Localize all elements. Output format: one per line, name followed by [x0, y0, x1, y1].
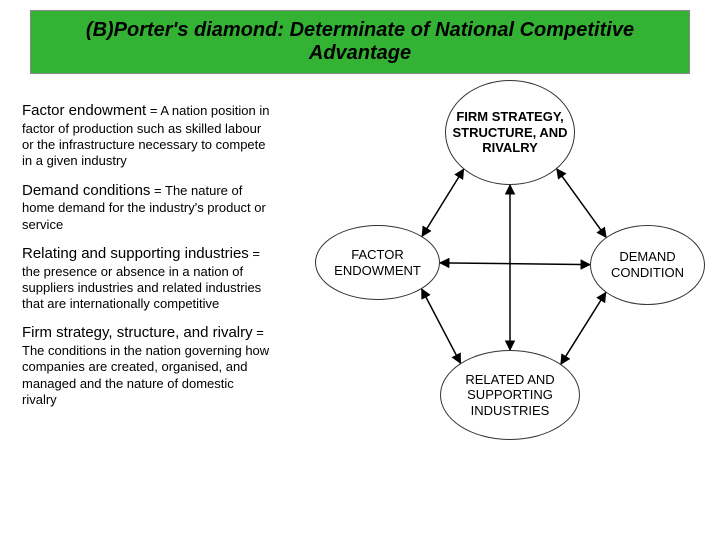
definition-item: Relating and supporting industries = the…	[22, 245, 272, 313]
definition-item: Firm strategy, structure, and rivalry = …	[22, 324, 272, 408]
diagram-edge	[422, 169, 463, 236]
page-title: (B)Porter's diamond: Determinate of Nati…	[30, 10, 690, 74]
porter-diamond-diagram: FIRM STRATEGY, STRUCTURE, AND RIVALRYFAC…	[300, 80, 710, 500]
diagram-node-right: DEMAND CONDITION	[590, 225, 705, 305]
definition-term: Factor endowment	[22, 102, 146, 119]
diagram-node-top: FIRM STRATEGY, STRUCTURE, AND RIVALRY	[445, 80, 575, 185]
diagram-edge	[440, 263, 590, 265]
definition-term: Relating and supporting industries	[22, 245, 249, 262]
diagram-edge	[557, 169, 606, 237]
definition-term: Demand conditions	[22, 182, 150, 199]
diagram-edge	[561, 292, 606, 364]
definition-term: Firm strategy, structure, and rivalry	[22, 324, 253, 341]
definition-item: Factor endowment = A nation position in …	[22, 102, 272, 170]
diagram-edge	[422, 289, 461, 363]
diagram-node-left: FACTOR ENDOWMENT	[315, 225, 440, 300]
definitions-panel: Factor endowment = A nation position in …	[22, 102, 272, 420]
diagram-node-bottom: RELATED AND SUPPORTING INDUSTRIES	[440, 350, 580, 440]
definition-item: Demand conditions = The nature of home d…	[22, 182, 272, 233]
